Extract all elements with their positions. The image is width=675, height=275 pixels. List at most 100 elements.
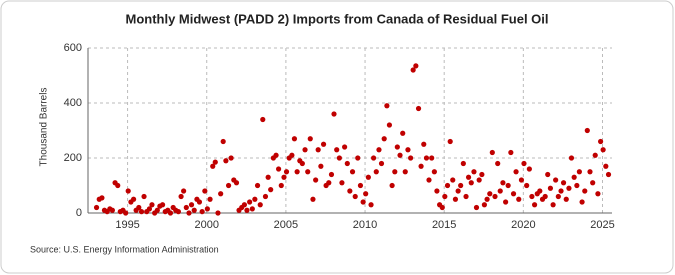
point: [394, 144, 400, 150]
point: [196, 199, 203, 205]
point: [492, 193, 498, 200]
point: [558, 188, 564, 194]
point: [313, 177, 319, 183]
point: [315, 147, 321, 153]
point: [249, 206, 255, 212]
point: [471, 169, 477, 175]
point: [223, 158, 229, 164]
point: [563, 196, 569, 202]
point: [257, 202, 263, 208]
point: [299, 160, 305, 167]
point: [458, 182, 464, 189]
point: [291, 136, 298, 142]
point: [460, 160, 466, 167]
point: [598, 138, 604, 145]
point: [566, 185, 572, 191]
point: [220, 138, 226, 145]
point: [524, 182, 530, 189]
point: [207, 196, 213, 202]
point: [545, 171, 551, 178]
point: [600, 147, 606, 153]
point: [283, 169, 290, 175]
point: [447, 138, 453, 145]
point: [93, 204, 100, 211]
point: [497, 188, 503, 194]
point: [149, 202, 155, 208]
point: [418, 163, 424, 169]
point: [503, 199, 509, 205]
point: [518, 177, 525, 183]
point: [181, 188, 187, 194]
point: [125, 188, 131, 194]
point: [265, 174, 271, 180]
point: [278, 182, 284, 189]
point: [484, 196, 490, 202]
point: [328, 171, 335, 178]
x-tick-label: 2010: [353, 219, 377, 231]
point: [500, 180, 506, 186]
point: [191, 207, 197, 213]
point: [431, 169, 437, 175]
point: [334, 147, 340, 153]
point: [555, 193, 561, 200]
point: [305, 169, 311, 175]
point: [571, 174, 577, 180]
point: [326, 180, 332, 186]
point: [560, 180, 567, 186]
point: [276, 166, 282, 172]
point: [99, 195, 105, 201]
point: [529, 193, 535, 200]
point: [273, 152, 279, 158]
point: [389, 182, 395, 189]
x-tick-label: 2015: [432, 219, 456, 231]
point: [537, 188, 543, 194]
point: [210, 163, 216, 169]
point: [590, 180, 596, 186]
point: [138, 209, 145, 215]
point: [479, 171, 485, 178]
point: [199, 209, 205, 215]
point: [352, 193, 358, 200]
point: [115, 182, 121, 189]
point: [579, 199, 585, 205]
point: [413, 63, 419, 69]
point: [247, 199, 253, 205]
point: [318, 163, 324, 169]
x-tick-label: 2025: [590, 219, 614, 231]
point: [154, 207, 160, 213]
point: [331, 111, 337, 117]
point: [489, 149, 495, 156]
point: [595, 191, 601, 197]
x-tick-label: 1995: [115, 219, 139, 231]
point: [400, 130, 406, 136]
point: [360, 199, 366, 205]
point: [384, 103, 390, 109]
point: [339, 180, 345, 186]
point: [587, 169, 593, 175]
point: [215, 210, 221, 216]
point: [392, 169, 398, 175]
point: [336, 155, 342, 161]
point: [146, 206, 153, 212]
source: Source: U.S. Energy Information Administ…: [30, 244, 219, 254]
point: [513, 169, 519, 175]
point: [347, 188, 353, 194]
point: [429, 155, 435, 161]
point: [439, 204, 445, 211]
point: [397, 152, 403, 158]
point: [141, 193, 147, 200]
point: [241, 202, 248, 208]
point: [365, 174, 371, 180]
point: [254, 182, 261, 189]
point: [294, 169, 300, 175]
point: [320, 141, 327, 147]
point: [450, 177, 456, 183]
point: [574, 182, 580, 189]
point: [408, 155, 414, 161]
point: [487, 191, 493, 197]
point: [289, 152, 295, 158]
y-tick-label: 200: [64, 152, 82, 164]
point: [186, 210, 192, 216]
x-tick-label: 2000: [194, 219, 218, 231]
